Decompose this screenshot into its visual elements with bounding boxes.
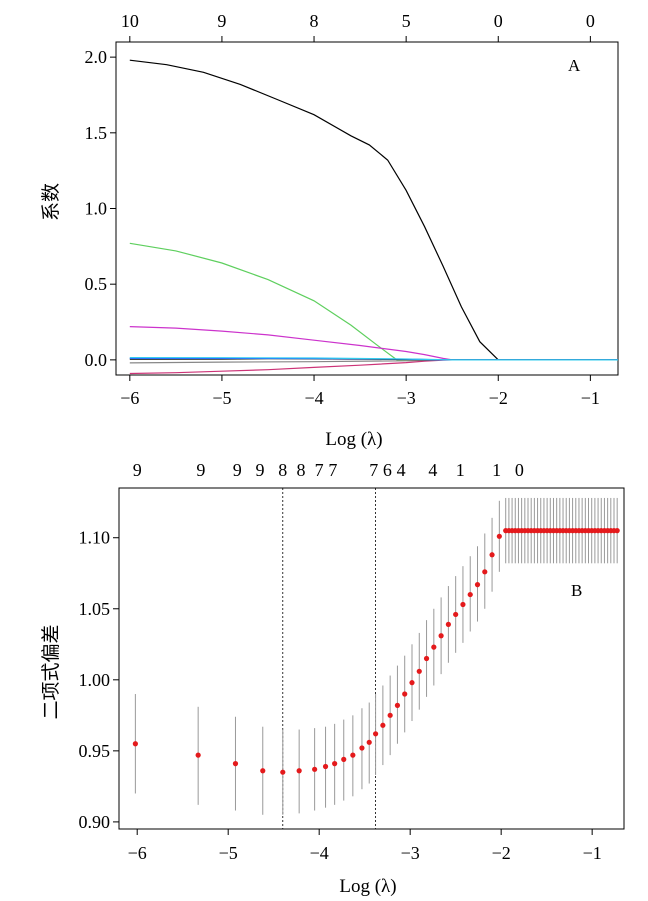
x-axis-b: −6 −5 −4 −3 −2 −1 — [128, 829, 602, 863]
y-tick-label: 0.95 — [79, 741, 111, 761]
top-tick-label: 8 — [296, 460, 305, 480]
x-tick-label: −6 — [128, 843, 147, 863]
y-tick-label: 2.0 — [85, 47, 108, 67]
top-tick-label: 9 — [217, 11, 226, 31]
x-tick-label: −4 — [310, 843, 329, 863]
deviance-point — [431, 644, 437, 650]
top-tick-label: 6 — [383, 460, 392, 480]
top-tick-label: 10 — [121, 11, 139, 31]
top-tick-label: 1 — [492, 460, 501, 480]
y-tick-label: 1.00 — [79, 670, 111, 690]
y-axis-b: 0.90 0.95 1.00 1.05 1.10 — [79, 528, 119, 832]
top-tick-label: 5 — [402, 11, 411, 31]
y-tick-label: 0.5 — [85, 274, 108, 294]
top-tick-label: 1 — [456, 460, 465, 480]
deviance-point — [359, 745, 365, 751]
deviance-point — [482, 569, 488, 575]
deviance-point — [467, 591, 473, 598]
y-tick-label: 1.10 — [79, 528, 111, 548]
deviance-point — [474, 582, 481, 588]
deviance-point — [460, 601, 466, 608]
deviance-points — [132, 497, 620, 815]
deviance-point — [280, 769, 286, 775]
deviance-point — [312, 766, 318, 772]
x-tick-label: −6 — [120, 388, 139, 408]
coefficient-path-1 — [129, 59, 618, 361]
deviance-point — [387, 712, 393, 718]
top-tick-label: 0 — [515, 460, 524, 480]
deviance-point — [438, 633, 444, 639]
x-axis-a: −6 −5 −4 −3 −2 −1 — [120, 375, 600, 408]
deviance-point — [296, 768, 302, 774]
plot-frame-b — [118, 487, 625, 830]
x-tick-label: −3 — [397, 388, 416, 408]
top-tick-label: 9 — [233, 460, 242, 480]
top-axis-a: 10 9 8 5 0 0 — [121, 11, 595, 42]
top-tick-label: 8 — [310, 11, 319, 31]
top-tick-label: 4 — [428, 460, 437, 480]
x-tick-label: −5 — [212, 388, 231, 408]
deviance-point — [402, 691, 408, 697]
top-tick-label: 9 — [256, 460, 265, 480]
top-tick-label: 7 — [315, 460, 324, 480]
y-tick-label: 1.0 — [85, 199, 108, 219]
top-tick-label: 0 — [586, 11, 595, 31]
coefficient-path-8 — [129, 357, 618, 361]
top-tick-label: 7 — [369, 460, 378, 480]
x-tick-label: −4 — [304, 388, 323, 408]
y-axis-title-b: 二项式偏差 — [40, 624, 62, 719]
x-axis-title-a: Log (λ) — [325, 429, 382, 450]
x-tick-label: −5 — [219, 843, 238, 863]
x-axis-title-b: Log (λ) — [339, 876, 396, 897]
coefficient-path-2 — [129, 242, 618, 361]
deviance-point — [341, 756, 347, 762]
deviance-point — [409, 680, 415, 686]
coefficient-paths — [129, 59, 618, 375]
deviance-point — [489, 552, 495, 558]
deviance-point — [195, 752, 201, 758]
y-tick-label: 0.0 — [85, 350, 108, 370]
x-tick-label: −3 — [401, 843, 420, 863]
deviance-point — [394, 702, 401, 708]
top-tick-label: 8 — [278, 460, 287, 480]
deviance-point — [453, 611, 459, 618]
deviance-point — [614, 528, 620, 534]
y-tick-label: 1.05 — [79, 599, 111, 619]
y-axis-a: 0.0 0.5 1.0 1.5 2.0 — [85, 47, 116, 370]
deviance-point — [366, 739, 372, 745]
y-axis-title-a: 系数 — [40, 183, 62, 221]
y-tick-label: 0.90 — [79, 812, 111, 832]
panel-label-a: A — [568, 56, 581, 75]
y-tick-label: 1.5 — [85, 123, 108, 143]
top-tick-label: 4 — [397, 460, 406, 480]
x-tick-label: −2 — [492, 843, 511, 863]
coefficient-path-panel: 0.0 0.5 1.0 1.5 2.0 −6 −5 −4 −3 −2 −1 10 9 8 5 0 0 A L… — [40, 11, 619, 450]
top-tick-label: 9 — [196, 460, 205, 480]
deviance-point — [132, 741, 138, 747]
plot-frame-a — [115, 41, 619, 376]
x-tick-label: −1 — [583, 843, 602, 863]
deviance-point — [380, 722, 386, 728]
deviance-point — [423, 655, 430, 662]
top-tick-label: 9 — [133, 460, 142, 480]
deviance-point — [372, 731, 379, 737]
top-tick-label: 7 — [328, 460, 337, 480]
deviance-point — [496, 533, 502, 539]
deviance-point — [332, 761, 338, 767]
deviance-point — [445, 621, 451, 628]
deviance-point — [260, 768, 266, 774]
x-tick-label: −1 — [581, 388, 600, 408]
deviance-point — [232, 761, 239, 767]
deviance-point — [322, 763, 329, 770]
deviance-point — [416, 668, 422, 674]
deviance-point — [350, 752, 356, 758]
top-tick-label: 0 — [494, 11, 503, 31]
x-tick-label: −2 — [489, 388, 508, 408]
panel-label-b: B — [571, 581, 582, 600]
